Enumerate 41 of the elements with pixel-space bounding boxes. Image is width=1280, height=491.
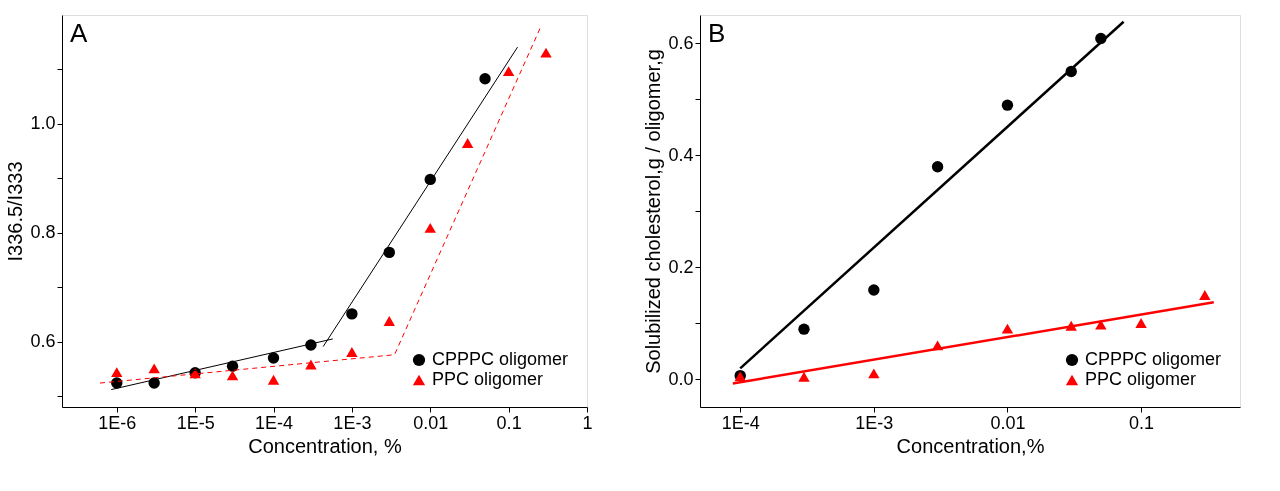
x-tick-label: 1E-5: [176, 412, 215, 433]
legend-label: PPC oligomer: [1085, 369, 1197, 389]
y-tick-label: 1.0: [30, 113, 56, 134]
legend-label: CPPPC oligomer: [432, 349, 569, 369]
x-axis-title: Concentration,%: [896, 434, 1045, 457]
point: [383, 316, 395, 326]
y-tick-label: 0.6: [668, 32, 694, 53]
x-tick-label: 1E-3: [855, 412, 894, 433]
point: [346, 347, 358, 357]
legend-label: CPPPC oligomer: [1085, 349, 1222, 369]
x-tick-label: 0.1: [496, 412, 522, 433]
x-tick-label: 1E-3: [333, 412, 372, 433]
x-tick-label: 0.01: [413, 412, 449, 433]
point: [111, 367, 123, 378]
x-tick-label: 1E-6: [98, 412, 137, 433]
x-tick-label: 0.01: [990, 412, 1026, 433]
point: [502, 66, 515, 77]
point: [267, 352, 280, 364]
x-tick-label: 0.1: [1129, 412, 1155, 433]
point: [226, 370, 239, 381]
point: [267, 374, 280, 385]
legend-label: PPC oligomer: [432, 369, 544, 389]
x-axis-title: Concentration, %: [248, 434, 402, 457]
point: [148, 363, 160, 374]
point: [461, 138, 474, 148]
annotation: A: [70, 18, 88, 48]
point: [424, 222, 436, 233]
point: [346, 308, 358, 320]
x-tick-label: 1: [582, 412, 593, 433]
annotation: B: [708, 18, 726, 48]
x-tick-label: 1E-4: [255, 412, 294, 433]
y-tick-label: 0.0: [668, 368, 694, 389]
x-tick-label: 1E-4: [721, 412, 760, 433]
y-tick-label: 0.2: [668, 256, 694, 277]
y-tick-label: 0.4: [668, 144, 694, 165]
y-axis-title: Solubilized cholesterol,g / oligomer,g: [642, 49, 665, 374]
y-tick-label: 0.6: [30, 331, 56, 352]
point: [540, 47, 552, 58]
y-axis-title: I336.5/I333: [4, 161, 27, 262]
y-tick-label: 0.8: [30, 222, 56, 243]
point: [383, 246, 395, 259]
